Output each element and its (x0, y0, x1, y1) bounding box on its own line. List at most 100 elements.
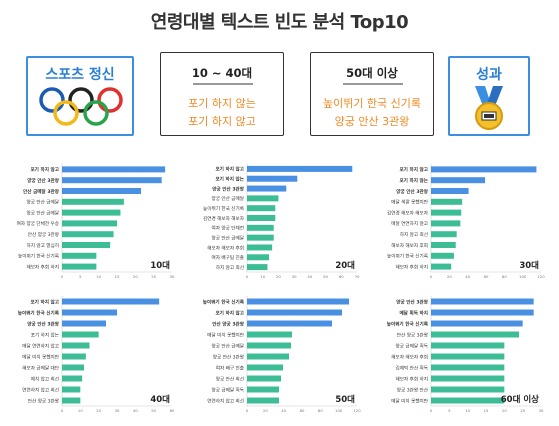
category-label: 양궁 안산 3관왕 (213, 353, 245, 360)
category-label: 여자 양궁 단체전 (211, 225, 244, 232)
category-label: 메달 연연하지 않고 (391, 220, 428, 227)
category-label: 포기 하지 않고 (399, 166, 428, 173)
bar (247, 320, 332, 327)
category-label: 양궁 안산 금메달 (26, 199, 59, 206)
bar (431, 342, 505, 349)
group-10-40-box: 10 ~ 40대 포기 하지 않는 포기 하지 않고 (160, 52, 284, 136)
bar (247, 215, 276, 221)
category-label: 높이뛰기 한국 신기록 (18, 253, 59, 260)
chart-title: 60대 이상 (501, 394, 539, 405)
bar (431, 364, 505, 371)
category-label: 양궁 안산 금메달 (211, 234, 244, 241)
category-label: 해보자 후회 하지 (395, 263, 428, 270)
x-tick-label: 10 (260, 274, 265, 279)
x-tick-label: 20 (502, 408, 507, 413)
category-label: 양궁 안산 3관왕 (27, 320, 60, 327)
chart-title: 30대 (519, 260, 539, 271)
x-tick-label: 80 (502, 274, 507, 279)
category-label: 안산 양궁 3관왕 (28, 397, 60, 404)
bar (247, 353, 289, 360)
category-label: 해보자 후회 하지 (26, 263, 59, 270)
bar (62, 242, 111, 248)
bar (431, 353, 505, 360)
category-label: 높이뛰기 한국 신기록 (387, 253, 428, 260)
bar (62, 198, 124, 205)
bar (62, 353, 86, 360)
x-tick-label: 0 (430, 274, 433, 279)
category-label: 포기 하지 않고 (30, 298, 59, 305)
category-label: 메달 미치 못했지만 (391, 397, 429, 404)
x-tick-label: 40 (307, 274, 312, 279)
group-50-plus-line-2: 양궁 안산 3관왕 (334, 115, 410, 128)
category-label: 양궁 안산 3관왕 (396, 188, 429, 195)
x-tick-label: 15 (115, 274, 120, 279)
category-label: 안산 양궁 3관왕 (397, 331, 429, 338)
bar (62, 177, 162, 184)
category-label: 높이뛰기 한국 신기록 (203, 205, 244, 212)
bar (431, 375, 505, 382)
bar (431, 231, 457, 238)
x-tick-label: 20 (133, 274, 138, 279)
category-label: 하지 않고 최선 (400, 231, 428, 238)
category-label: 김제덕 안산 획득 (395, 364, 428, 371)
category-label: 연연하지 않고 최선 (207, 397, 244, 404)
category-label: 양궁 안산 최선 (216, 375, 244, 382)
bar (247, 364, 283, 371)
x-tick-label: 10 (96, 274, 101, 279)
bar (247, 195, 279, 202)
x-tick-label: 60 (170, 408, 175, 413)
arrow-right (434, 88, 446, 106)
bar (247, 165, 353, 172)
x-tick-label: 5 (448, 408, 451, 413)
x-tick-label: 80 (318, 408, 323, 413)
category-label: 메달 연연하지 않고 (22, 342, 59, 349)
category-label: 양궁 안산 3관왕 (212, 185, 245, 192)
category-label: 포기 하지 않는 (215, 176, 244, 183)
x-tick-label: 0 (246, 274, 249, 279)
bar (431, 177, 486, 184)
category-label: 양궁 금메달 획득 (395, 342, 428, 349)
category-label: 양궁 금메달 획득 (211, 386, 244, 393)
category-label: 해보자 해보자 후회 (391, 353, 428, 360)
bar (247, 375, 281, 382)
category-label: 해보자 해보자 후회 (207, 244, 244, 251)
category-label: 포기 하지 않고 (215, 309, 244, 316)
bar (431, 397, 505, 404)
category-label: 양궁 안산 금메달 (26, 209, 59, 216)
category-label: 해보자 금메달 대단 (22, 364, 60, 371)
category-label: 양궁 안산 3관왕 (27, 177, 60, 184)
bar (431, 309, 534, 316)
category-label: 하지 않고 열심히 (26, 242, 59, 249)
category-label: 하지 않고 최선 (216, 264, 244, 271)
category-label: 여자 양궁 단체전 우승 (17, 220, 59, 227)
bar (431, 386, 505, 393)
chart-title: 40대 (150, 394, 170, 405)
sports-spirit-label: 스포츠 정신 (45, 67, 115, 83)
bar (62, 342, 90, 349)
category-label: 해보자 해보자 후회 (391, 242, 428, 249)
bar (62, 320, 106, 327)
chart-title: 50대 (335, 394, 355, 405)
arrow-left (146, 88, 158, 106)
x-tick-label: 50 (323, 274, 328, 279)
category-label: 양궁 안산 금메달 (211, 195, 244, 202)
group-50-plus-heading: 50대 이상 (346, 66, 398, 80)
bar (62, 263, 97, 270)
bar (62, 386, 81, 393)
bar (62, 298, 160, 305)
category-label: 메달 색깔 못했지만 (391, 199, 429, 206)
bar (431, 198, 463, 205)
bar (247, 298, 349, 305)
x-tick-label: 120 (537, 274, 545, 279)
sports-spirit-box: 스포츠 정신 (26, 56, 134, 136)
chart-title: 10대 (150, 260, 170, 271)
x-tick-label: 0 (61, 408, 64, 413)
page-title: 연령대별 텍스트 빈도 분석 Top10 (150, 12, 409, 33)
category-label: 메달 획득 하지 (399, 309, 428, 316)
category-label: 포기 하지 않는 (31, 331, 59, 338)
x-tick-label: 100 (519, 274, 527, 279)
category-label: 김연경 해보자 해보자 (203, 215, 245, 222)
bar (247, 342, 291, 349)
